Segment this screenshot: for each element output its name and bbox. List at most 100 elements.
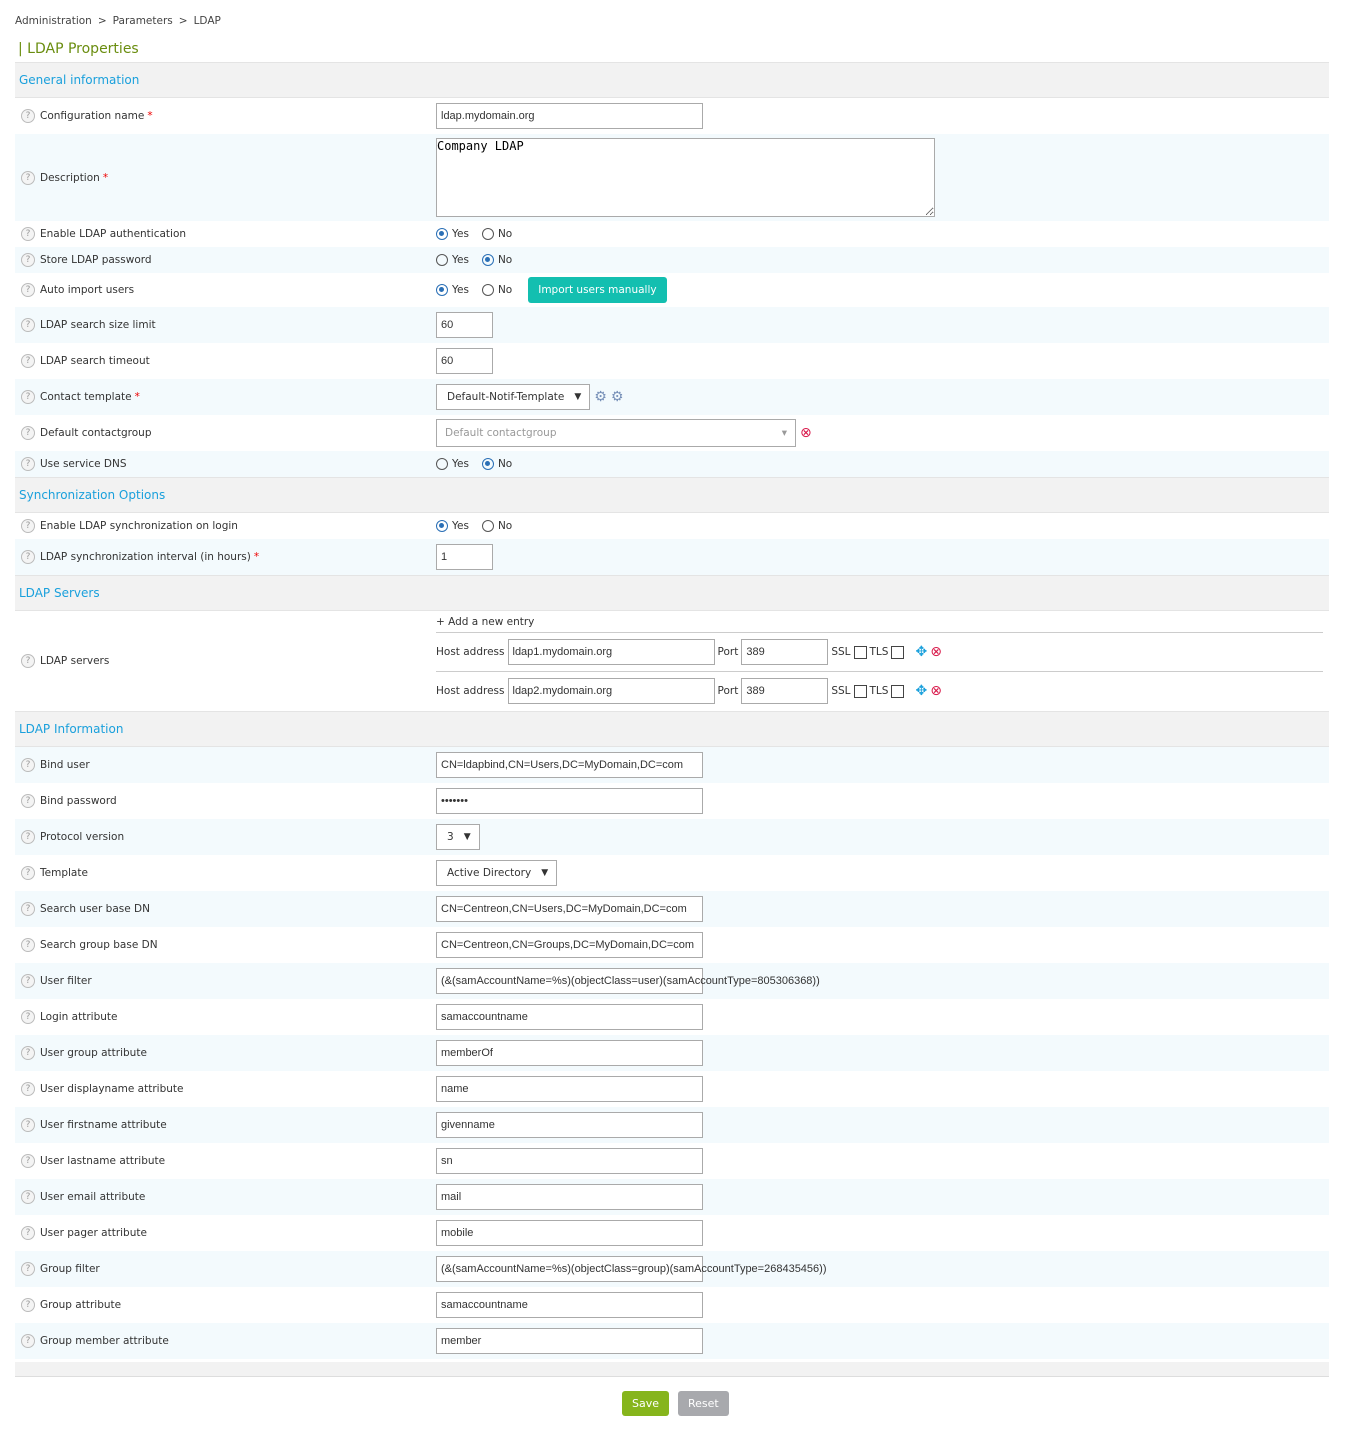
- help-icon[interactable]: ?: [21, 1190, 35, 1204]
- enable-ldap-synchronization-on-login-radio-yes[interactable]: Yes: [436, 520, 469, 532]
- tls-checkbox[interactable]: [891, 645, 905, 659]
- protocol-version-select[interactable]: 3 ▼: [436, 824, 480, 850]
- help-icon[interactable]: ?: [21, 550, 35, 564]
- auto-import-users-radio-no[interactable]: No: [481, 284, 512, 296]
- clear-icon[interactable]: ⊗: [800, 425, 812, 441]
- enable-ldap-authentication-radio-yes[interactable]: Yes: [436, 228, 469, 240]
- tls-checkbox[interactable]: [891, 684, 905, 698]
- port-input[interactable]: 389: [741, 639, 829, 665]
- help-icon[interactable]: ?: [21, 283, 35, 297]
- help-icon[interactable]: ?: [21, 1334, 35, 1348]
- radio-circle[interactable]: [436, 458, 448, 470]
- help-icon[interactable]: ?: [21, 1046, 35, 1060]
- help-icon[interactable]: ?: [21, 1154, 35, 1168]
- ldap-search-size-limit-input[interactable]: 60: [436, 312, 493, 338]
- user-lastname-attribute-input[interactable]: sn: [436, 1148, 703, 1174]
- help-icon[interactable]: ?: [21, 902, 35, 916]
- ldap-search-timeout-input-value: 60: [441, 355, 454, 367]
- group-attribute-input[interactable]: samaccountname: [436, 1292, 703, 1318]
- help-icon[interactable]: ?: [21, 938, 35, 952]
- help-icon[interactable]: ?: [21, 457, 35, 471]
- use-service-dns-radio-yes[interactable]: Yes: [436, 458, 469, 470]
- search-group-base-dn-input[interactable]: CN=Centreon,CN=Groups,DC=MyDomain,DC=com: [436, 932, 703, 958]
- reset-button[interactable]: Reset: [678, 1391, 729, 1416]
- help-icon[interactable]: ?: [21, 758, 35, 772]
- radio-circle[interactable]: [436, 284, 448, 296]
- help-icon[interactable]: ?: [21, 426, 35, 440]
- help-icon[interactable]: ?: [21, 519, 35, 533]
- move-icon[interactable]: ✥: [915, 644, 928, 660]
- move-icon[interactable]: ✥: [915, 683, 928, 699]
- use-service-dns-radio-no[interactable]: No: [481, 458, 512, 470]
- bind-user-input[interactable]: CN=ldapbind,CN=Users,DC=MyDomain,DC=com: [436, 752, 703, 778]
- radio-circle[interactable]: [481, 458, 494, 470]
- ssl-checkbox[interactable]: [853, 645, 867, 659]
- radio-circle[interactable]: [481, 228, 494, 240]
- delete-icon[interactable]: ⊗: [930, 683, 942, 699]
- radio-circle[interactable]: [436, 228, 448, 240]
- gear-icon[interactable]: ⚙: [610, 389, 624, 405]
- help-icon[interactable]: ?: [21, 1298, 35, 1312]
- user-group-attribute-input[interactable]: memberOf: [436, 1040, 703, 1066]
- group-member-attribute-input[interactable]: member: [436, 1328, 703, 1354]
- port-input[interactable]: 389: [741, 678, 829, 704]
- host-address-input[interactable]: ldap1.mydomain.org: [507, 639, 715, 665]
- user-email-attribute-input[interactable]: mail: [436, 1184, 703, 1210]
- add-new-entry-link[interactable]: + Add a new entry: [436, 612, 1323, 633]
- ldap-synchronization-interval-in-hours-input[interactable]: 1: [436, 544, 493, 570]
- ldap-search-timeout-input[interactable]: 60: [436, 348, 493, 374]
- help-icon[interactable]: ?: [21, 1082, 35, 1096]
- breadcrumb-administration[interactable]: Administration: [15, 15, 92, 27]
- host-address-input[interactable]: ldap2.mydomain.org: [507, 678, 715, 704]
- user-pager-attribute-input[interactable]: mobile: [436, 1220, 703, 1246]
- bind-password-input[interactable]: •••••••: [436, 788, 703, 814]
- radio-circle[interactable]: [481, 284, 494, 296]
- form-row-user-filter: ? User filter (&(samAccountName=%s)(object…: [15, 963, 1329, 999]
- gear-info-icon[interactable]: ⚙: [594, 389, 607, 405]
- user-firstname-attribute-input[interactable]: givenname: [436, 1112, 703, 1138]
- group-member-attribute-input-value: member: [441, 1335, 482, 1347]
- help-icon[interactable]: ?: [21, 974, 35, 988]
- breadcrumb-ldap[interactable]: LDAP: [193, 15, 221, 27]
- template-select[interactable]: Active Directory ▼: [436, 860, 558, 886]
- radio-circle[interactable]: [481, 254, 494, 266]
- breadcrumb-parameters[interactable]: Parameters: [112, 15, 173, 27]
- help-icon[interactable]: ?: [21, 354, 35, 368]
- radio-circle[interactable]: [436, 520, 448, 532]
- user-displayname-attribute-input[interactable]: name: [436, 1076, 703, 1102]
- auto-import-users-radio-yes[interactable]: Yes: [436, 284, 469, 296]
- help-icon[interactable]: ?: [21, 654, 35, 668]
- help-icon[interactable]: ?: [21, 253, 35, 267]
- default-contactgroup-select[interactable]: Default contactgroup ▾: [436, 419, 796, 447]
- help-icon[interactable]: ?: [21, 170, 35, 185]
- help-icon[interactable]: ?: [21, 830, 35, 844]
- enable-ldap-authentication-radio-no[interactable]: No: [481, 228, 512, 240]
- help-icon[interactable]: ?: [21, 1118, 35, 1132]
- store-ldap-password-radio-yes[interactable]: Yes: [436, 254, 469, 266]
- help-icon[interactable]: ?: [21, 1010, 35, 1024]
- help-icon[interactable]: ?: [21, 318, 35, 332]
- help-icon[interactable]: ?: [21, 390, 35, 404]
- store-ldap-password-radio-no[interactable]: No: [481, 254, 512, 266]
- help-icon[interactable]: ?: [21, 1226, 35, 1240]
- help-icon[interactable]: ?: [21, 109, 35, 123]
- enable-ldap-synchronization-on-login-radio-no[interactable]: No: [481, 520, 512, 532]
- configuration-name-input[interactable]: ldap.mydomain.org: [436, 103, 703, 129]
- description-textarea[interactable]: Company LDAP: [436, 138, 935, 217]
- ssl-checkbox[interactable]: [853, 684, 867, 698]
- group-filter-input[interactable]: (&(samAccountName=%s)(objectClass=group)…: [436, 1256, 827, 1282]
- delete-icon[interactable]: ⊗: [930, 644, 942, 660]
- contact-template-select[interactable]: Default-Notif-Template ▼: [436, 384, 591, 410]
- import-users-button[interactable]: Import users manually: [528, 277, 667, 303]
- user-filter-input[interactable]: (&(samAccountName=%s)(objectClass=user)(…: [436, 968, 820, 994]
- help-icon[interactable]: ?: [21, 227, 35, 241]
- help-icon[interactable]: ?: [21, 1262, 35, 1276]
- save-button[interactable]: Save: [622, 1391, 670, 1416]
- radio-circle[interactable]: [436, 254, 448, 266]
- search-user-base-dn-input[interactable]: CN=Centreon,CN=Users,DC=MyDomain,DC=com: [436, 896, 703, 922]
- chevron-down-icon: ▼: [541, 868, 549, 878]
- help-icon[interactable]: ?: [21, 794, 35, 808]
- radio-circle[interactable]: [481, 520, 494, 532]
- login-attribute-input[interactable]: samaccountname: [436, 1004, 703, 1030]
- help-icon[interactable]: ?: [21, 866, 35, 880]
